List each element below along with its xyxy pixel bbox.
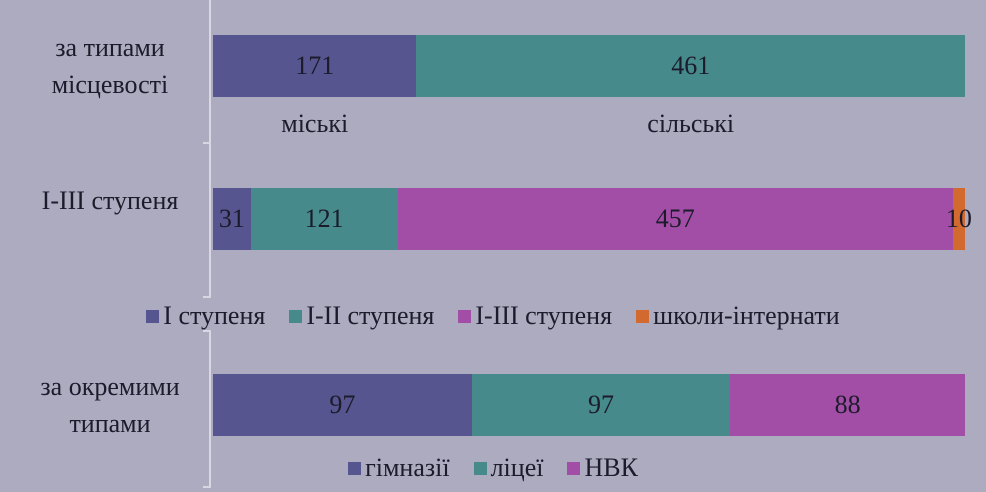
legend: І ступеня І-ІІ ступеня І-ІІІ ступеня школи-… xyxy=(0,301,986,331)
legend-label: І ступеня xyxy=(163,301,266,330)
legend-item: НВК xyxy=(567,453,638,483)
legend-item: ліцеї xyxy=(473,453,544,483)
legend: гімназії ліцеї НВК xyxy=(0,453,986,483)
data-label: 88 xyxy=(834,390,861,419)
legend-item: І ступеня xyxy=(146,301,265,331)
legend-label: сільські xyxy=(647,109,735,138)
legend-swatch xyxy=(348,462,362,475)
data-label: 97 xyxy=(329,390,356,419)
legend-swatch xyxy=(458,310,472,323)
bar-segment xyxy=(471,374,731,436)
legend-item: І-ІІІ ступеня xyxy=(458,301,612,331)
data-label: 171 xyxy=(295,51,335,80)
bar-segment xyxy=(397,188,953,250)
legend-label: І-ІІІ ступеня xyxy=(475,301,613,330)
data-label: 97 xyxy=(587,390,614,419)
legend-swatch xyxy=(567,462,581,475)
data-label: 31 xyxy=(218,204,245,233)
bar-segment xyxy=(213,188,251,250)
legend-label: ліцеї xyxy=(490,453,544,482)
bar-segment xyxy=(213,35,417,97)
legend-label: міські xyxy=(281,109,349,138)
legend-item: школи-інтернати xyxy=(636,301,840,331)
data-label: 10 xyxy=(945,204,972,233)
category-label: за окремими типами xyxy=(40,372,180,438)
bracket xyxy=(203,330,211,332)
legend-item: І-ІІ ступеня xyxy=(289,301,434,331)
legend-label: НВК xyxy=(584,453,638,482)
bracket xyxy=(203,486,211,488)
data-label: 461 xyxy=(671,51,711,80)
data-label: 457 xyxy=(655,204,695,233)
category-label: за типами місцевості xyxy=(51,33,169,99)
bracket xyxy=(209,330,211,487)
bracket xyxy=(209,0,211,143)
legend-item: гімназії xyxy=(348,453,450,483)
legend-swatch xyxy=(636,310,650,323)
legend-swatch xyxy=(146,310,160,323)
bar-segment xyxy=(250,188,398,250)
bar-segment xyxy=(730,374,965,436)
legend-label: гімназії xyxy=(365,453,450,482)
bar-segment xyxy=(213,374,472,436)
legend-swatch xyxy=(289,310,303,323)
bracket xyxy=(209,143,211,297)
legend-swatch xyxy=(473,462,487,475)
data-label: 121 xyxy=(304,204,344,233)
bracket xyxy=(203,142,211,144)
legend-label: школи-інтернати xyxy=(653,301,840,330)
bar-segment xyxy=(952,188,965,250)
bar-segment xyxy=(416,35,965,97)
bracket xyxy=(203,296,211,298)
legend-label: І-ІІ ступеня xyxy=(306,301,435,330)
category-label: І-ІІІ ступеня xyxy=(41,186,179,215)
